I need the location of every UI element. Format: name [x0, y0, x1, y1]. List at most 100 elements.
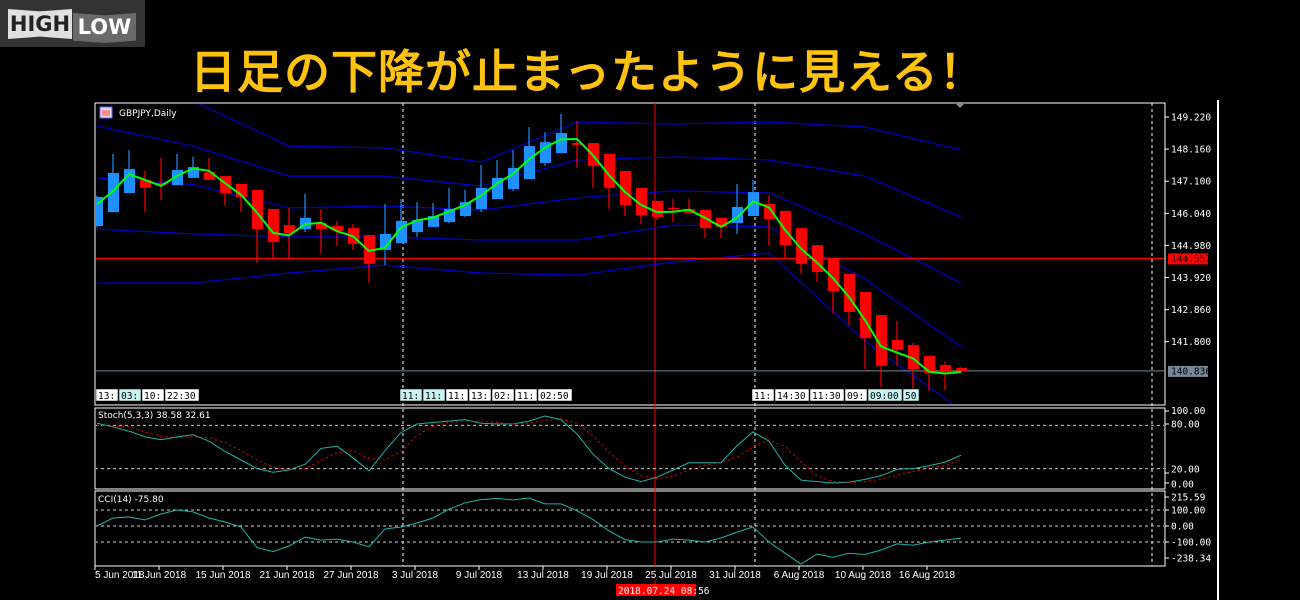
candle-body	[748, 192, 759, 217]
candle	[188, 156, 199, 178]
event-marker-box	[809, 388, 845, 402]
candle-body	[332, 226, 343, 231]
candle-body	[940, 365, 951, 372]
y-tick-label: 146.040	[1171, 209, 1211, 220]
event-marker-box	[399, 388, 423, 402]
candle	[668, 199, 679, 223]
candle-body	[860, 292, 871, 339]
candle	[796, 228, 807, 274]
logo-low: LOW	[73, 13, 136, 43]
candle	[124, 150, 135, 194]
x-tick-label: 9 Jul 2018	[456, 570, 503, 581]
event-marker-label: 11:	[754, 391, 771, 402]
candle-body	[364, 235, 375, 264]
stochastic-panel	[96, 415, 1164, 484]
candle-body	[844, 273, 855, 313]
candle-body	[892, 339, 903, 350]
x-tick-label: 19 Jul 2018	[581, 570, 633, 581]
candle	[940, 361, 951, 390]
y-tick-label: 149.220	[1171, 113, 1211, 124]
candle-body	[428, 216, 439, 227]
candle-body	[492, 177, 503, 200]
hline-price-tag	[1168, 253, 1208, 265]
stoch-title: Stoch(5,3,3) 38.58 32.61	[98, 411, 211, 421]
event-marker-label: 02:50	[540, 391, 569, 402]
symbol-icon-fill	[102, 110, 110, 116]
candle-body	[172, 169, 183, 186]
event-marker-box	[844, 388, 868, 402]
candle-body	[876, 315, 887, 366]
candle-body	[668, 207, 679, 210]
candle-body	[96, 196, 103, 227]
event-marker-label: 11:	[425, 391, 442, 402]
moving-average-line	[96, 137, 962, 375]
candle-body	[284, 225, 295, 233]
event-marker: 11:	[445, 388, 469, 402]
cci-title: CCI(14) -75.80	[98, 495, 164, 505]
candle-body	[188, 166, 199, 178]
hline-price-label: 144.552	[1171, 254, 1211, 265]
candle	[204, 157, 215, 180]
event-marker: 11:	[514, 388, 538, 402]
symbol-icon	[99, 106, 113, 119]
candle-body	[108, 173, 119, 213]
bid-price-tag	[1168, 365, 1208, 377]
candle-body	[764, 203, 775, 220]
y-tick-label: 148.160	[1171, 145, 1211, 156]
candle-body	[316, 222, 327, 230]
candle-body	[604, 153, 615, 188]
candle	[476, 164, 487, 213]
event-marker: 03:	[118, 388, 142, 402]
candle	[652, 200, 663, 220]
candle-body	[716, 217, 727, 227]
candle-body	[252, 189, 263, 230]
x-tick-label: 11 Jun 2018	[132, 570, 187, 581]
candle	[252, 189, 263, 263]
event-marker-box	[867, 388, 903, 402]
event-marker-box	[751, 388, 775, 402]
cci-line	[96, 497, 962, 565]
candle-body	[556, 133, 567, 154]
candle	[556, 113, 567, 154]
stoch-y-tick-label: 20.00	[1171, 465, 1200, 476]
x-tick-label: 5 Jun 2018	[95, 570, 145, 581]
candle-body	[812, 245, 823, 273]
y-tick-label: 144.980	[1171, 241, 1211, 252]
candle	[924, 355, 935, 392]
candle-body	[924, 355, 935, 373]
candle-body	[460, 202, 471, 217]
candle	[860, 292, 871, 369]
candle-body	[476, 187, 487, 210]
event-marker-label: 02:	[494, 391, 511, 402]
candle-body	[732, 206, 743, 223]
candle-body	[524, 146, 535, 180]
event-marker-label: 09:00	[870, 391, 899, 402]
candle	[844, 273, 855, 326]
candle-body	[124, 169, 135, 194]
logo-high: HIGH	[8, 9, 72, 39]
event-marker-label: 11:30	[812, 391, 841, 402]
x-tick-label: 13 Jul 2018	[517, 570, 569, 581]
candle	[588, 143, 599, 188]
event-marker-box	[902, 388, 920, 402]
chart-shift-triangle-icon	[955, 103, 965, 108]
candle-body	[908, 345, 919, 369]
stoch-panel-frame	[94, 407, 1166, 490]
event-marker-label: 11:	[517, 391, 534, 402]
candle	[956, 366, 967, 373]
cci-y-tick-label: 100.00	[1171, 506, 1206, 517]
event-marker-box	[164, 388, 200, 402]
event-marker: 50	[902, 388, 920, 402]
candle	[604, 153, 615, 210]
candle	[764, 195, 775, 247]
event-marker: 14:30	[774, 388, 810, 402]
candle	[396, 199, 407, 243]
x-tick-label: 6 Aug 2018	[774, 570, 825, 581]
candle	[700, 209, 711, 239]
candle	[428, 203, 439, 227]
candle	[284, 207, 295, 259]
event-marker: 11:	[422, 388, 446, 402]
candle-body	[828, 258, 839, 292]
candle-body	[540, 142, 551, 164]
